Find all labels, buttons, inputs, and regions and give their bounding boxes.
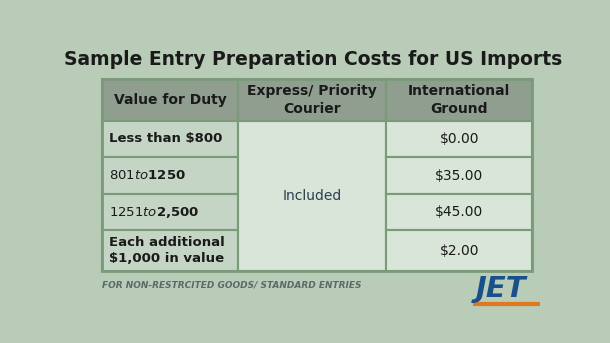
Text: $801 to $1250: $801 to $1250 bbox=[109, 169, 186, 182]
Text: $0.00: $0.00 bbox=[440, 132, 479, 146]
Text: Included: Included bbox=[282, 189, 342, 203]
Bar bbox=[386, 80, 533, 121]
Text: FOR NON-RESTRCITED GOODS/ STANDARD ENTRIES: FOR NON-RESTRCITED GOODS/ STANDARD ENTRI… bbox=[102, 281, 362, 290]
Text: Value for Duty: Value for Duty bbox=[113, 93, 226, 107]
Text: Less than $800: Less than $800 bbox=[109, 132, 223, 145]
Bar bbox=[102, 157, 238, 194]
Bar bbox=[102, 194, 238, 230]
Bar bbox=[238, 80, 386, 121]
Text: JET: JET bbox=[476, 275, 526, 304]
Text: $2.00: $2.00 bbox=[440, 244, 479, 258]
Bar bbox=[102, 230, 238, 271]
Bar bbox=[102, 121, 238, 157]
Text: $45.00: $45.00 bbox=[435, 205, 484, 219]
Text: International
Ground: International Ground bbox=[408, 84, 511, 116]
Text: Sample Entry Preparation Costs for US Imports: Sample Entry Preparation Costs for US Im… bbox=[63, 50, 562, 69]
Text: $1251 to $2,500: $1251 to $2,500 bbox=[109, 205, 199, 220]
Bar bbox=[386, 230, 533, 271]
Bar bbox=[238, 121, 386, 271]
Bar bbox=[102, 80, 533, 271]
Text: Each additional
$1,000 in value: Each additional $1,000 in value bbox=[109, 236, 225, 265]
Text: $35.00: $35.00 bbox=[435, 168, 484, 182]
Bar bbox=[102, 80, 238, 121]
Bar bbox=[386, 194, 533, 230]
Bar bbox=[386, 121, 533, 157]
Bar bbox=[386, 157, 533, 194]
Text: Express/ Priority
Courier: Express/ Priority Courier bbox=[247, 84, 377, 116]
